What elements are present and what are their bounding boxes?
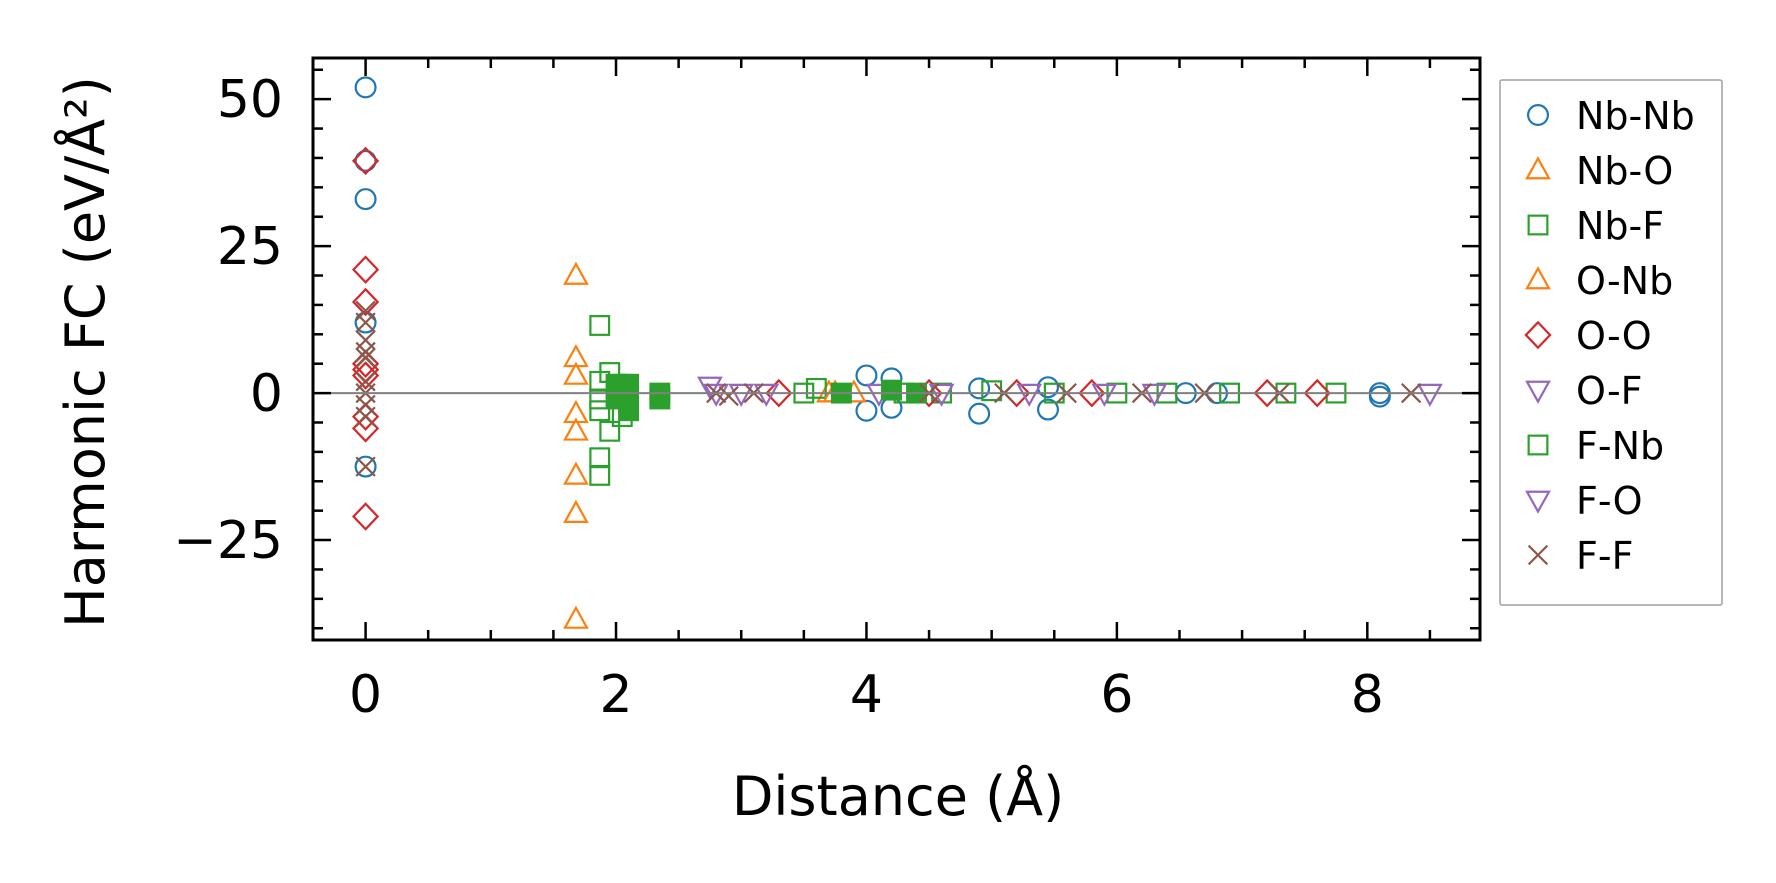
- data-point: [1037, 376, 1060, 399]
- chart-marks: [351, 76, 1443, 629]
- series-o-o: [351, 146, 1331, 531]
- data-point: [563, 605, 589, 629]
- data-point: [355, 456, 376, 477]
- legend-frame: [1499, 79, 1723, 606]
- data-point: [351, 361, 380, 390]
- data-point: [1078, 378, 1106, 408]
- legend-marker: [1525, 490, 1551, 514]
- legend-marker: [1527, 214, 1549, 236]
- data-point: [563, 499, 589, 523]
- data-point: [563, 417, 589, 441]
- legend-label: O-F: [1576, 369, 1643, 413]
- series-nb-nb: [354, 76, 1391, 478]
- data-point: [563, 461, 589, 485]
- data-point: [928, 383, 955, 407]
- data-point: [1016, 383, 1043, 407]
- legend-label: O-Nb: [1576, 259, 1673, 303]
- data-point: [355, 406, 376, 427]
- data-point: [1091, 383, 1118, 407]
- y-tick-label: −25: [173, 511, 283, 571]
- data-point: [589, 464, 611, 486]
- data-point: [765, 378, 793, 408]
- y-tick-label: 50: [217, 70, 283, 130]
- data-point: [354, 188, 377, 211]
- data-point: [1037, 398, 1060, 421]
- data-point: [753, 383, 780, 407]
- data-point: [563, 261, 589, 285]
- data-point: [649, 388, 671, 410]
- data-point: [351, 146, 380, 176]
- legend: Nb-Nb Nb-O Nb-F O-Nb O-O O-F F-Nb F-O F-F: [1499, 79, 1723, 606]
- data-point: [703, 383, 730, 407]
- data-point: [728, 383, 755, 407]
- legend-marker: [1526, 103, 1549, 126]
- data-point: [355, 341, 376, 363]
- legend-marker: [1527, 434, 1549, 456]
- legend-label: F-Nb: [1576, 424, 1664, 468]
- data-point: [618, 373, 639, 395]
- data-point: [354, 76, 377, 99]
- data-point: [718, 385, 739, 407]
- data-point: [354, 149, 377, 172]
- data-point: [1368, 385, 1391, 408]
- legend-label: F-F: [1576, 534, 1633, 578]
- legend-marker: [1527, 544, 1549, 566]
- data-point: [354, 455, 377, 478]
- data-point: [618, 400, 639, 422]
- data-point: [354, 311, 377, 334]
- series-nb-f: [589, 315, 1347, 486]
- x-axis-label: Distance (Å): [732, 764, 1064, 828]
- data-point: [563, 361, 589, 385]
- legend-label: F-O: [1576, 479, 1643, 523]
- legend-marker: [1524, 320, 1552, 350]
- x-tick-label: 2: [599, 665, 632, 725]
- data-point: [351, 255, 380, 284]
- x-tick-label: 8: [1351, 665, 1384, 725]
- x-tick-label: 4: [850, 665, 883, 725]
- data-point: [355, 347, 376, 368]
- x-tick-label: 6: [1100, 665, 1133, 725]
- data-point: [1303, 378, 1331, 408]
- data-point: [355, 312, 376, 333]
- data-point: [589, 447, 611, 469]
- legend-label: Nb-Nb: [1576, 94, 1695, 138]
- plot-frame: [311, 56, 1482, 642]
- data-point: [805, 377, 827, 399]
- data-point: [855, 364, 878, 387]
- data-point: [351, 502, 380, 531]
- data-point: [1141, 383, 1168, 407]
- legend-label: Nb-O: [1576, 149, 1673, 193]
- data-point: [881, 379, 902, 401]
- data-point: [697, 376, 723, 400]
- data-point: [880, 396, 903, 419]
- legend-label: Nb-F: [1576, 204, 1664, 248]
- data-point: [855, 399, 878, 422]
- legend-marker: [1525, 380, 1551, 404]
- data-point: [589, 315, 611, 336]
- data-point: [589, 400, 611, 422]
- data-point: [968, 402, 991, 425]
- legend-marker: [1525, 156, 1551, 180]
- y-tick-label: 25: [217, 217, 283, 277]
- x-tick-label: 0: [349, 665, 382, 725]
- series-f-nb: [605, 373, 927, 422]
- data-point: [968, 377, 991, 400]
- data-point: [1417, 383, 1443, 407]
- series-f-o: [703, 383, 1443, 407]
- legend-label: O-O: [1576, 314, 1652, 358]
- y-axis-label: Harmonic FC (eV/Å²): [53, 76, 117, 628]
- y-tick-label: 0: [250, 364, 283, 424]
- legend-marker: [1525, 266, 1551, 290]
- data-point: [599, 420, 621, 442]
- data-point: [351, 287, 380, 317]
- chart-axes: 0 2 4 6 8 −25 0 25 50: [173, 56, 1482, 725]
